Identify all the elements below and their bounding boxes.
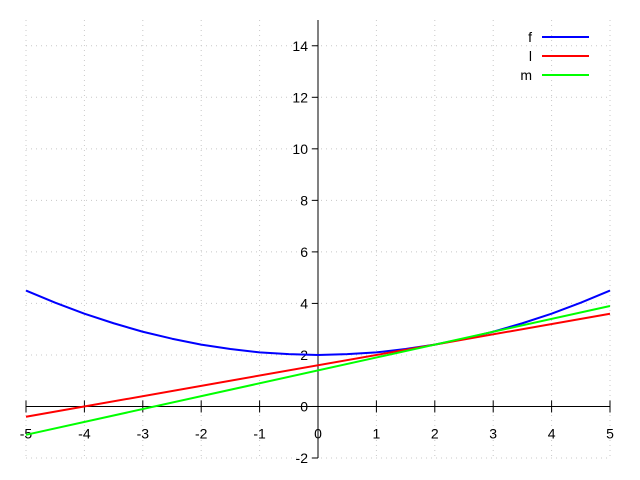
series-line-f: [25, 289, 611, 356]
y-tick-label: 0: [300, 398, 308, 414]
series-group: [25, 289, 611, 436]
x-tick-label: 2: [431, 425, 439, 441]
legend-label-m: m: [520, 67, 532, 83]
y-tick-label: 14: [292, 38, 308, 54]
x-ticks: -5 -4 -3 -2 -1 0 1 2 3 4 5: [20, 400, 614, 441]
x-tick-label: 0: [314, 425, 322, 441]
legend-label-l: l: [529, 48, 532, 64]
x-tick-label: -3: [137, 425, 150, 441]
series-line-m: [25, 305, 611, 436]
x-tick-label: -5: [20, 425, 33, 441]
x-tick-label: 5: [606, 425, 614, 441]
y-tick-label: 10: [292, 141, 308, 157]
axes: [26, 20, 610, 458]
y-tick-label: 4: [300, 295, 308, 311]
y-tick-label: -2: [296, 450, 309, 466]
y-tick-label: 8: [300, 192, 308, 208]
series-line-l: [25, 312, 611, 418]
x-tick-label: 4: [548, 425, 556, 441]
legend-label-f: f: [528, 29, 532, 45]
x-tick-label: 3: [489, 425, 497, 441]
x-tick-label: 1: [373, 425, 381, 441]
y-tick-label: 6: [300, 244, 308, 260]
x-tick-label: -4: [78, 425, 91, 441]
y-tick-label: 12: [292, 89, 308, 105]
x-tick-label: -1: [253, 425, 266, 441]
legend: flm: [520, 29, 589, 83]
x-tick-label: -2: [195, 425, 208, 441]
